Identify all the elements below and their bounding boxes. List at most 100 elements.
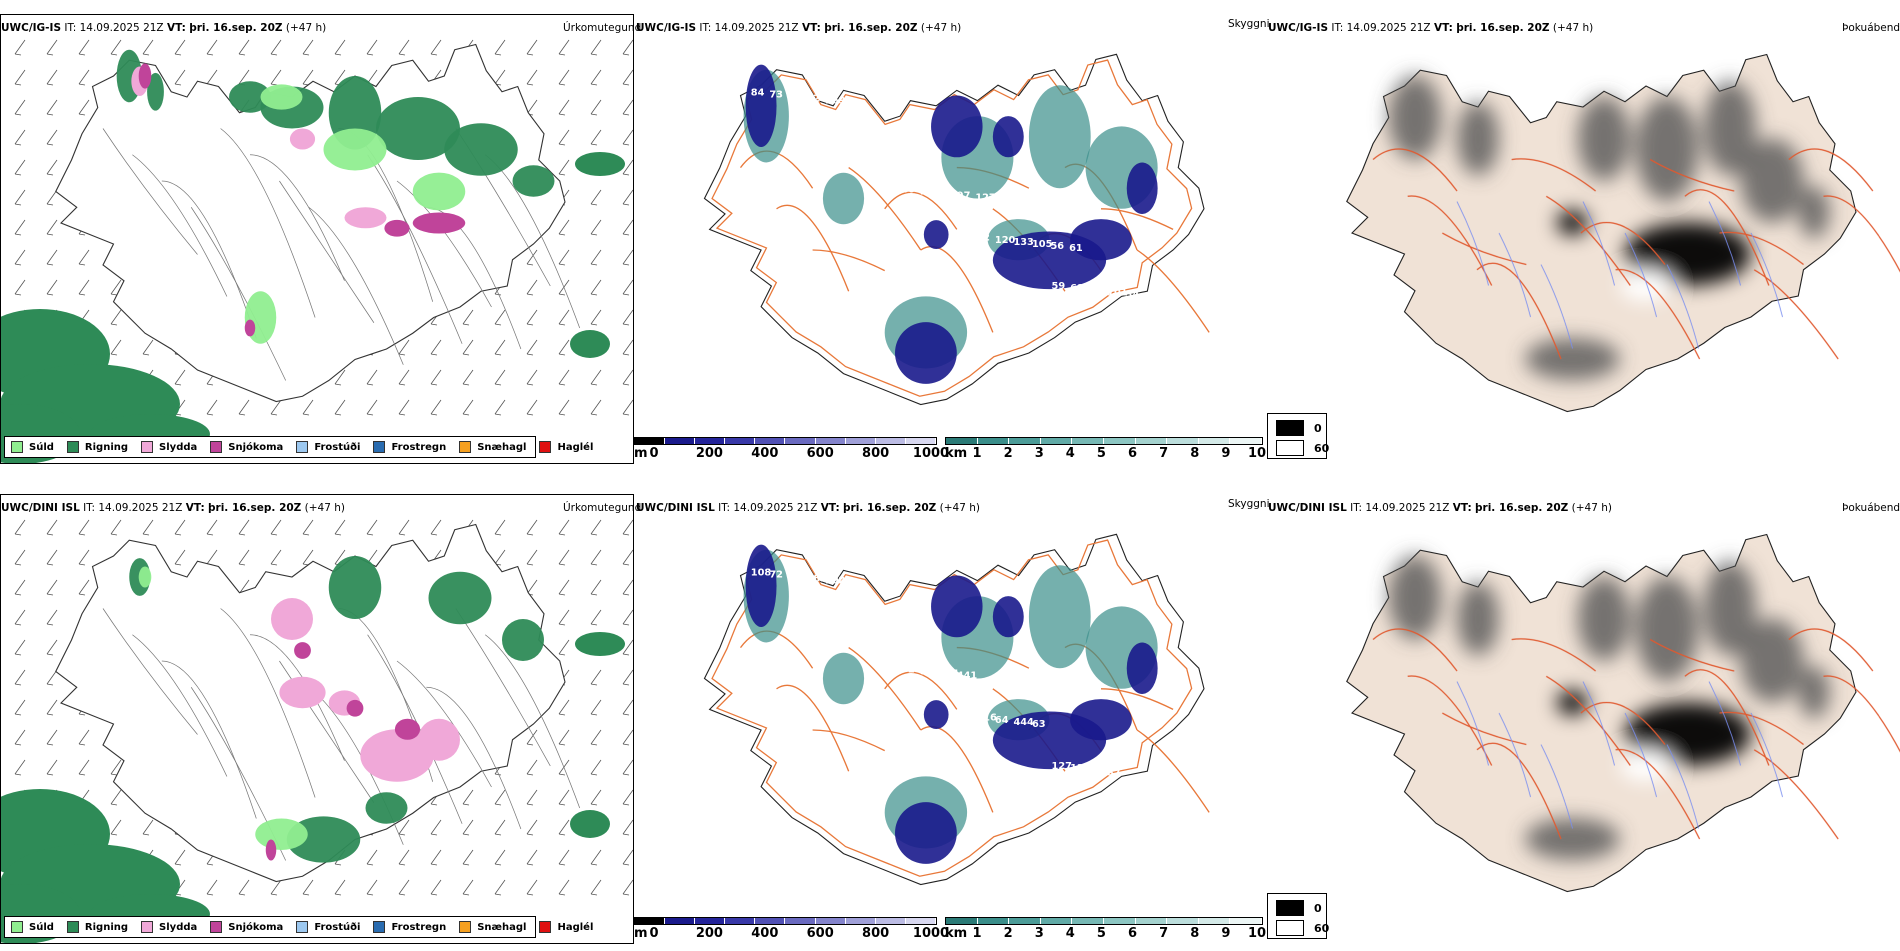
interior-line <box>249 154 345 281</box>
legend-label: Súld <box>29 921 54 933</box>
river <box>1666 744 1699 829</box>
wind-barb <box>430 519 442 536</box>
colorbar-cell <box>665 918 696 924</box>
model-name: UWC/IG-IS <box>1 22 62 34</box>
cloud-value-label: 116 <box>976 713 997 724</box>
vt-value: þri. 16.sep. 20Z <box>1475 502 1569 514</box>
wind-barb <box>46 729 58 746</box>
road <box>1136 729 1210 813</box>
wind-barb <box>398 369 410 386</box>
cloud-value-label: 158 <box>920 186 941 197</box>
road <box>1136 249 1210 333</box>
legend-item: Haglél <box>539 921 593 933</box>
wind-barb <box>526 399 538 416</box>
colorbar-cell <box>1135 918 1168 924</box>
colorbar-tick: 5 <box>1096 926 1106 941</box>
fog-scale-label: 0 <box>1314 421 1322 435</box>
wind-barb <box>46 639 58 656</box>
lead-time: (+47 h) <box>939 502 980 514</box>
colorbar-cell <box>755 918 786 924</box>
cloud-value-label: 97 <box>957 191 971 202</box>
wind-barb <box>270 879 282 896</box>
cloud-value-label: 108 <box>751 568 772 579</box>
colorbar-cell <box>845 438 876 444</box>
road <box>1753 749 1839 840</box>
wind-barb <box>430 339 442 356</box>
wind-barb <box>558 99 570 116</box>
colorbar-cell <box>1167 918 1199 924</box>
wind-barb <box>14 759 26 776</box>
it-label: IT: <box>699 22 712 34</box>
field-patch <box>260 84 303 110</box>
wind-barb <box>174 39 186 56</box>
colorbar-cell <box>1040 438 1073 444</box>
field-patch <box>895 322 957 384</box>
field-patch <box>1703 560 1757 656</box>
field-patch <box>1740 618 1804 703</box>
road-network <box>711 539 1210 877</box>
legend-item: Frostregn <box>373 921 446 933</box>
cloud-value-label: 441 <box>957 671 978 682</box>
colorbar-cell <box>1198 918 1231 924</box>
road <box>776 684 850 772</box>
interior-line <box>367 154 463 344</box>
colorbar-strip <box>634 437 937 445</box>
field-patch <box>1635 96 1699 202</box>
wind-barb <box>622 219 634 236</box>
colorbar-cell <box>946 918 978 924</box>
cloud-value-label: 130 <box>1070 763 1091 774</box>
fog-map-row1 <box>1346 53 1900 413</box>
wind-barb <box>78 729 90 746</box>
road <box>1684 189 1770 286</box>
legend-label: Snjókoma <box>228 921 284 933</box>
wind-barb <box>14 189 26 206</box>
legend-swatch <box>210 921 223 933</box>
road <box>920 245 994 333</box>
wind-barb <box>590 579 602 596</box>
colorbar-tick: 1000 <box>912 446 950 461</box>
colorbar-tick: 8 <box>1190 446 1200 461</box>
precip-panel-row1 <box>0 14 634 464</box>
wind-barb <box>46 699 58 716</box>
cloud-panel-row2: 108 59 72 116 127 91 72 59 85 64 130 67 148 87 184 444 1… <box>634 494 1266 944</box>
colorbar-cell <box>1167 438 1199 444</box>
cloud-value-label: 56 <box>1051 241 1065 252</box>
colorbar-tick: 10 <box>1247 446 1267 461</box>
fog-panel-row2 <box>1266 494 1900 894</box>
colorbar-cell <box>785 438 816 444</box>
cloud-map-row1: 84 107 46 82 59 63 73 88 158 120 68 66 65 87 56 133 123 6… <box>703 53 1210 406</box>
wind-barb <box>430 849 442 866</box>
wind-barb <box>558 399 570 416</box>
wind-barb <box>526 339 538 356</box>
fog-scale-box-row1: 0 60 <box>1267 413 1329 459</box>
colorbar-tick: 600 <box>806 926 834 941</box>
road <box>920 725 994 813</box>
wind-barb <box>46 279 58 296</box>
wind-barb <box>302 399 314 416</box>
cloud-value-label: 64 <box>995 715 1009 726</box>
field-patch <box>244 319 256 337</box>
colorbar-tick: 1 <box>972 446 982 461</box>
colorbar-tick: 200 <box>695 926 723 941</box>
wind-barb <box>622 249 634 266</box>
wind-barb <box>78 759 90 776</box>
wind-barb <box>590 369 602 386</box>
wind-barb <box>622 819 634 836</box>
lead-time: (+47 h) <box>304 502 345 514</box>
road <box>1719 231 1804 265</box>
cloud-value-label: 127 <box>1052 761 1073 772</box>
cloud-value-label: 101 <box>1107 287 1128 298</box>
wind-barb <box>558 549 570 566</box>
colorbar-cell <box>1009 918 1041 924</box>
wind-barb <box>398 399 410 416</box>
wind-barb <box>398 849 410 866</box>
wind-barb <box>206 39 218 56</box>
wind-barb <box>558 249 570 266</box>
colorbar-cell <box>1198 438 1231 444</box>
wind-barb <box>590 549 602 566</box>
cloud-base-colorbar-row2: m 0 200 400 600 800 1000 <box>634 917 949 951</box>
cloud-value-label: 77 <box>882 622 896 633</box>
wind-barb <box>526 309 538 326</box>
legend-label: Frostregn <box>391 441 447 453</box>
colorbar-tick: 1000 <box>912 926 950 941</box>
